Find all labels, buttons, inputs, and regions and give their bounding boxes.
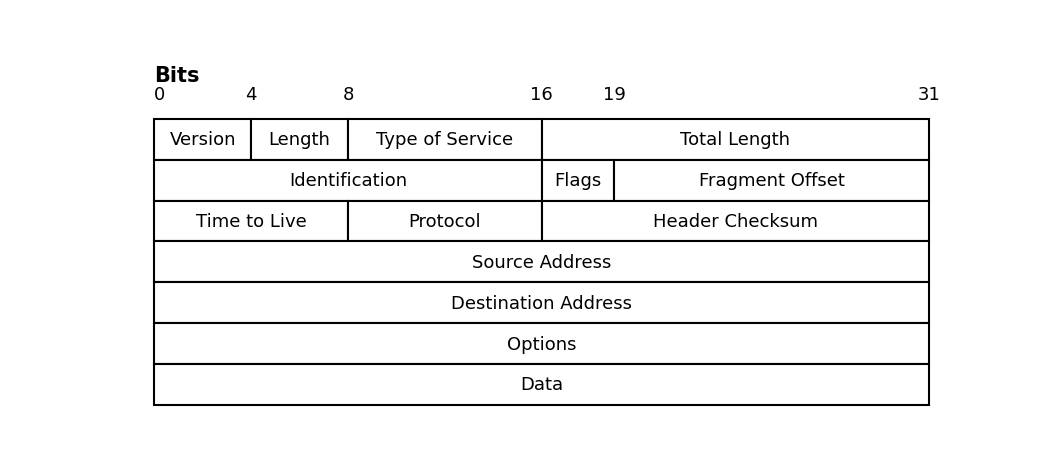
Text: Destination Address: Destination Address	[451, 294, 632, 312]
Bar	[154, 120, 251, 161]
Text: 31: 31	[917, 86, 940, 104]
Text: Data: Data	[520, 375, 563, 394]
Text: 16: 16	[530, 86, 553, 104]
Text: Time to Live: Time to Live	[196, 213, 306, 231]
Bar	[154, 201, 348, 242]
Bar	[541, 161, 614, 201]
Bar	[541, 201, 929, 242]
Text: Length: Length	[269, 131, 330, 149]
Bar	[154, 283, 929, 324]
Bar	[348, 120, 541, 161]
Bar	[541, 120, 929, 161]
Text: Source Address: Source Address	[472, 253, 611, 271]
Bar	[614, 161, 929, 201]
Bar	[154, 161, 541, 201]
Bar	[348, 201, 541, 242]
Text: 19: 19	[603, 86, 626, 104]
Text: Header Checksum: Header Checksum	[653, 213, 818, 231]
Text: 4: 4	[246, 86, 257, 104]
Text: 0: 0	[154, 86, 166, 104]
Text: Flags: Flags	[554, 172, 602, 190]
Text: Version: Version	[170, 131, 236, 149]
Bar	[154, 242, 929, 283]
Text: Total Length: Total Length	[680, 131, 790, 149]
Text: Fragment Offset: Fragment Offset	[699, 172, 844, 190]
Text: Type of Service: Type of Service	[376, 131, 513, 149]
Text: Protocol: Protocol	[408, 213, 481, 231]
Text: 8: 8	[342, 86, 354, 104]
Bar	[154, 324, 929, 364]
Text: Bits: Bits	[154, 66, 200, 86]
Text: Options: Options	[507, 335, 577, 353]
Text: Identification: Identification	[289, 172, 407, 190]
Bar	[154, 364, 929, 405]
Bar	[251, 120, 348, 161]
